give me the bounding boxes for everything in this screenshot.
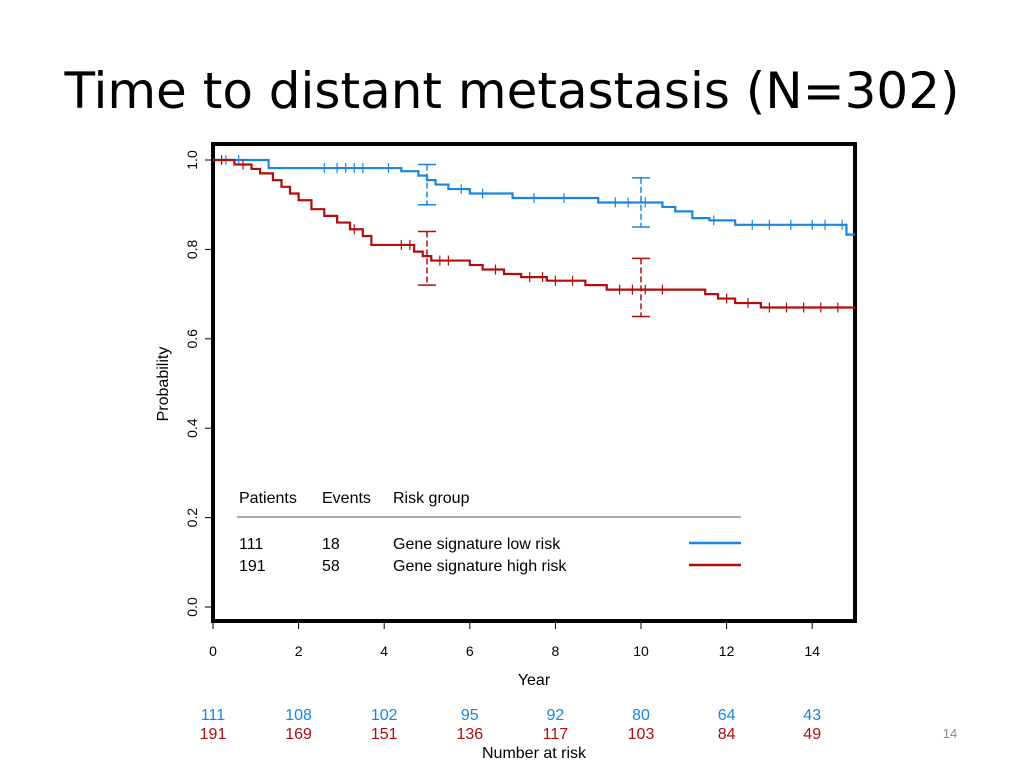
risk-count-low: 102: [371, 707, 398, 724]
risk-count-low: 108: [285, 707, 312, 724]
risk-table-label: Number at risk: [482, 745, 587, 762]
slide-title: Time to distant metastasis (N=302): [64, 62, 960, 120]
y-tick-label: 0.2: [184, 508, 200, 528]
x-tick-label: 10: [633, 643, 649, 659]
risk-count-high: 136: [456, 726, 483, 743]
y-tick-label: 0.4: [184, 418, 200, 438]
risk-count-low: 111: [201, 707, 225, 724]
km-curve-high-risk: [213, 158, 855, 309]
risk-count-low: 64: [718, 707, 736, 724]
legend-patients: 191: [239, 558, 266, 575]
risk-count-low: 43: [803, 707, 821, 724]
x-tick-label: 6: [466, 643, 474, 659]
slide-number: 14: [942, 726, 958, 741]
y-axis-label: Probability: [155, 347, 172, 422]
legend-events: 58: [322, 558, 340, 575]
x-tick-label: 4: [380, 643, 388, 659]
risk-count-high: 103: [628, 726, 655, 743]
risk-count-low: 95: [461, 707, 479, 724]
x-tick-label: 2: [295, 643, 303, 659]
y-tick-label: 0.8: [184, 239, 200, 259]
risk-count-high: 117: [543, 726, 569, 743]
plot-frame: [211, 142, 857, 623]
legend-group: Gene signature low risk: [393, 536, 561, 553]
risk-count-high: 169: [285, 726, 312, 743]
legend-group: Gene signature high risk: [393, 558, 567, 575]
risk-count-high: 49: [803, 726, 821, 743]
x-tick-label: 0: [209, 643, 217, 659]
risk-count-high: 84: [718, 726, 736, 743]
x-axis-label: Year: [518, 672, 551, 689]
y-tick-label: 0.6: [184, 329, 200, 349]
legend-patients: 111: [239, 536, 263, 553]
legend-header: Patients: [239, 490, 297, 507]
km-curve-low-risk: [213, 158, 855, 236]
y-tick-label: 1.0: [184, 150, 200, 170]
legend-events: 18: [322, 536, 340, 553]
x-tick-label: 8: [552, 643, 560, 659]
legend-header: Risk group: [393, 490, 470, 507]
y-tick-label: 0.0: [184, 597, 200, 617]
risk-count-high: 151: [371, 726, 398, 743]
legend-header: Events: [322, 490, 371, 507]
risk-count-low: 80: [632, 707, 650, 724]
x-tick-label: 12: [719, 643, 735, 659]
x-tick-label: 14: [804, 643, 820, 659]
risk-count-high: 191: [200, 726, 227, 743]
risk-count-low: 92: [547, 707, 565, 724]
